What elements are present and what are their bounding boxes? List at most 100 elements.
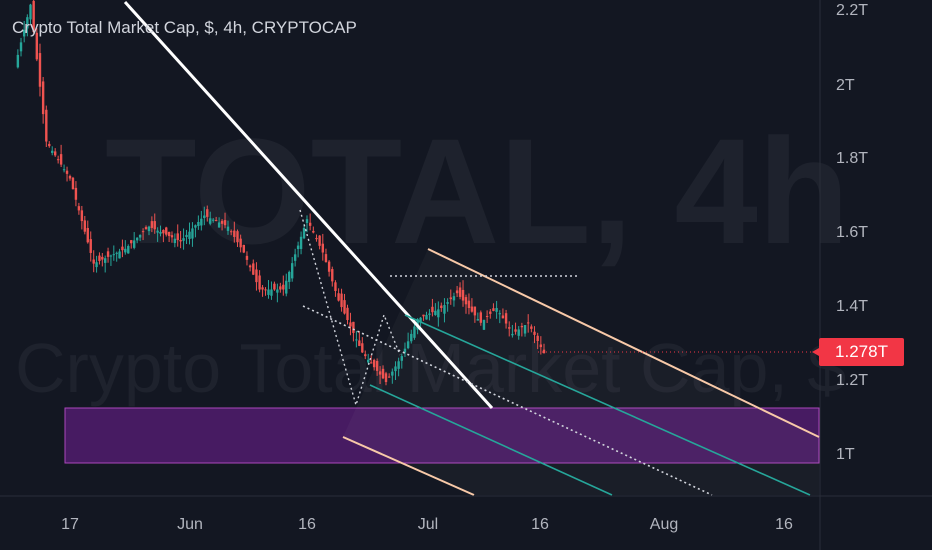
candle-body <box>349 322 352 327</box>
candle-body <box>80 210 84 222</box>
candle-body <box>16 54 20 68</box>
candle-body <box>479 312 482 323</box>
x-tick-label: 16 <box>298 516 316 533</box>
candle-body <box>367 359 370 363</box>
candle-body <box>305 219 309 223</box>
candle-body <box>387 376 391 378</box>
candle-body <box>337 293 340 301</box>
candle-body <box>361 343 364 353</box>
candle-body <box>482 319 486 330</box>
candle-body <box>173 238 177 244</box>
candle-body <box>62 169 66 171</box>
candle-body <box>321 243 324 253</box>
x-tick-label: 17 <box>61 516 79 533</box>
candle-body <box>115 252 118 254</box>
candle-body <box>279 286 282 290</box>
candle-body <box>419 317 422 323</box>
candle-body <box>276 289 279 293</box>
candle-body <box>431 306 434 313</box>
candle-body <box>449 297 452 300</box>
candle-body <box>375 360 379 371</box>
pattern-lines <box>299 209 401 408</box>
symbol-watermark: TOTAL, 4h <box>105 107 850 275</box>
candle-body <box>182 238 185 241</box>
candle-body <box>179 240 182 242</box>
candle-body <box>504 313 508 324</box>
candle-body <box>346 307 349 321</box>
channel-inner-line-1 <box>404 314 811 496</box>
candle-body <box>293 254 297 261</box>
candle-body <box>452 296 456 301</box>
candle-body <box>147 226 151 232</box>
candle-body <box>252 263 255 275</box>
candle-body <box>461 289 465 301</box>
candle-body <box>464 297 468 305</box>
candle-body <box>410 333 413 342</box>
candle-body <box>315 237 318 240</box>
candle-body <box>299 236 303 249</box>
candle-body <box>434 310 437 315</box>
y-tick-label: 2T <box>836 77 855 94</box>
current-price-badge: 1.278T <box>812 338 904 366</box>
candle-body <box>223 220 227 226</box>
candle-body <box>355 339 358 341</box>
candle-body <box>520 325 524 328</box>
channel-midline <box>302 305 713 496</box>
candle-body <box>71 177 75 190</box>
candle-body <box>68 176 72 179</box>
candle-body <box>132 240 136 248</box>
candle-body <box>413 326 416 338</box>
candle-body <box>226 226 230 231</box>
candle-body <box>150 221 154 228</box>
candle-body <box>53 151 57 156</box>
candle-body <box>59 154 63 165</box>
candle-body <box>229 231 233 233</box>
candle-body <box>308 222 312 226</box>
candle-body <box>369 362 373 364</box>
candle-body <box>290 263 294 279</box>
candle-body <box>101 256 104 260</box>
x-tick-label: Jun <box>177 516 203 533</box>
candle-body <box>296 245 300 250</box>
candle-body <box>98 255 101 261</box>
candle-body <box>29 4 32 20</box>
candle-body <box>217 222 221 228</box>
candle-body <box>542 349 546 354</box>
candle-body <box>214 220 218 222</box>
candle-body <box>288 271 291 282</box>
candle-body <box>220 220 224 224</box>
candle-body <box>343 300 346 314</box>
candle-body <box>258 275 261 290</box>
candle-body <box>144 227 148 230</box>
candle-body <box>48 143 51 147</box>
candle-body <box>511 333 514 336</box>
channel-upper-line <box>427 248 820 438</box>
candle-body <box>248 265 252 268</box>
candle-body <box>428 313 431 315</box>
candle-body <box>26 17 29 29</box>
y-tick-label: 1.6T <box>836 224 869 241</box>
candle-body <box>391 371 394 376</box>
candle-body <box>530 326 533 329</box>
candle-body <box>41 81 45 115</box>
candle-body <box>384 373 388 382</box>
x-tick-label: 16 <box>775 516 793 533</box>
candle-body <box>130 240 133 244</box>
candle-body <box>165 227 168 235</box>
y-tick-label: 1T <box>836 446 855 463</box>
channel-inner-line-2 <box>369 384 613 496</box>
candle-body <box>312 230 315 233</box>
candle-body <box>22 29 26 37</box>
x-tick-label: Jul <box>417 516 439 533</box>
candle-body <box>492 308 495 311</box>
candle-body <box>112 254 116 256</box>
candle-body <box>95 262 98 268</box>
candles <box>16 0 546 386</box>
candle-body <box>32 0 35 32</box>
candle-body <box>83 220 87 232</box>
candle-body <box>89 239 92 253</box>
candle-body <box>406 341 410 349</box>
candle-body <box>467 300 471 308</box>
descending-trendline <box>123 0 494 410</box>
